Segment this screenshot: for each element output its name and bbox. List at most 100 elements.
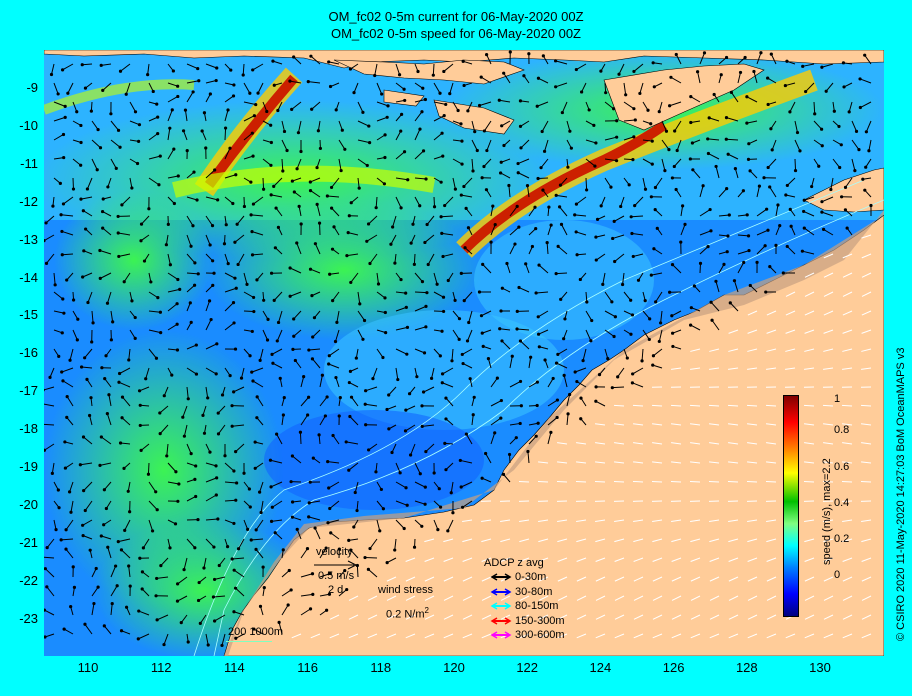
current-arrow-head	[318, 146, 323, 151]
wind-arrow	[766, 614, 777, 620]
current-arrow	[509, 380, 521, 388]
current-arrow	[528, 435, 537, 445]
wind-arrow	[481, 519, 492, 522]
current-arrow	[357, 139, 370, 144]
current-arrow	[623, 119, 636, 122]
current-arrow	[184, 110, 188, 122]
current-arrow-head	[500, 124, 504, 128]
wind-arrow	[651, 404, 663, 407]
wind-arrow	[861, 291, 872, 297]
current-arrow	[243, 101, 256, 106]
current-arrow	[520, 139, 530, 149]
current-arrow-head	[585, 300, 589, 304]
current-arrow-head	[403, 98, 407, 103]
current-arrow	[509, 206, 518, 217]
current-arrow-head	[202, 566, 206, 570]
current-arrow-head	[383, 296, 387, 300]
wind-arrow	[766, 442, 777, 445]
current-arrow	[395, 306, 407, 312]
latitude-tick-label: -9	[26, 80, 38, 95]
current-arrow-head	[578, 277, 582, 282]
wind-arrow	[690, 595, 701, 601]
current-arrow-head	[810, 184, 814, 189]
current-arrow-head	[581, 359, 585, 363]
current-arrow-head	[500, 286, 504, 290]
current-arrow-head	[728, 301, 732, 305]
wind-arrow	[481, 595, 492, 601]
current-arrow	[102, 82, 112, 91]
current-arrow	[851, 158, 856, 171]
current-arrow-head	[396, 377, 400, 382]
current-arrow	[186, 386, 189, 399]
current-arrow	[680, 224, 686, 236]
current-arrow-head	[349, 548, 353, 552]
current-arrow-head	[675, 148, 679, 153]
current-arrow-head	[385, 407, 389, 412]
wind-arrow	[747, 614, 758, 620]
current-arrow-head	[206, 396, 210, 400]
wind-arrow	[443, 576, 454, 582]
current-arrow-head	[258, 604, 263, 608]
current-arrow-head	[174, 470, 178, 474]
current-arrow	[129, 101, 136, 113]
wind-arrow	[728, 367, 739, 370]
current-arrow-head	[438, 354, 442, 358]
current-arrow	[426, 215, 435, 225]
current-arrow-head	[328, 84, 333, 89]
current-arrow	[651, 272, 663, 276]
isobath-legend-line	[226, 641, 272, 642]
current-arrow-head	[619, 204, 623, 209]
current-arrow-head	[594, 141, 598, 145]
current-arrow-head	[230, 424, 234, 428]
current-arrow-head	[380, 92, 384, 96]
current-arrow-head	[282, 396, 286, 400]
current-arrow-head	[615, 135, 619, 139]
current-arrow-head	[228, 146, 232, 150]
current-arrow-head	[566, 165, 570, 169]
current-arrow-head	[44, 261, 49, 265]
current-arrow-head	[212, 545, 216, 549]
current-arrow	[186, 367, 197, 375]
current-arrow-head	[643, 187, 648, 191]
current-arrow-head	[663, 169, 667, 173]
current-arrow-head	[119, 629, 124, 633]
current-arrow-head	[671, 344, 675, 349]
wind-arrow	[386, 595, 397, 601]
current-arrow-head	[60, 370, 64, 374]
current-arrow-head	[332, 225, 336, 229]
current-arrow	[63, 628, 74, 635]
current-arrow	[690, 96, 701, 103]
current-arrow-head	[214, 493, 218, 497]
current-arrow	[775, 225, 781, 236]
current-arrow-head	[752, 69, 756, 74]
current-arrow-head	[116, 128, 121, 132]
current-arrow-head	[140, 587, 144, 591]
wind-arrow	[424, 633, 435, 639]
current-arrow-head	[653, 185, 658, 190]
current-arrow-head	[293, 358, 297, 363]
current-arrow	[243, 291, 254, 298]
current-arrow-head	[802, 209, 806, 214]
current-arrow-head	[863, 188, 867, 192]
current-arrow-head	[156, 296, 160, 300]
current-arrow-head	[315, 202, 319, 206]
wind-arrow	[823, 538, 834, 543]
wind-arrow	[613, 480, 625, 483]
current-arrow	[775, 204, 779, 217]
current-arrow-head	[845, 226, 849, 230]
wind-arrow	[595, 519, 606, 522]
current-arrow	[414, 150, 424, 160]
current-arrow-head	[421, 86, 425, 90]
current-arrow	[91, 158, 98, 170]
current-arrow-head	[624, 93, 628, 97]
current-arrow-head	[196, 272, 200, 276]
current-arrow-head	[788, 110, 792, 114]
current-arrow-head	[80, 63, 84, 67]
current-arrow-head	[664, 129, 669, 133]
current-arrow	[167, 96, 179, 103]
current-arrow-head	[232, 390, 236, 394]
current-arrow	[374, 63, 378, 76]
current-arrow	[329, 500, 340, 509]
wind-arrow	[576, 576, 587, 582]
colorbar-tick: 0.4	[834, 497, 850, 509]
